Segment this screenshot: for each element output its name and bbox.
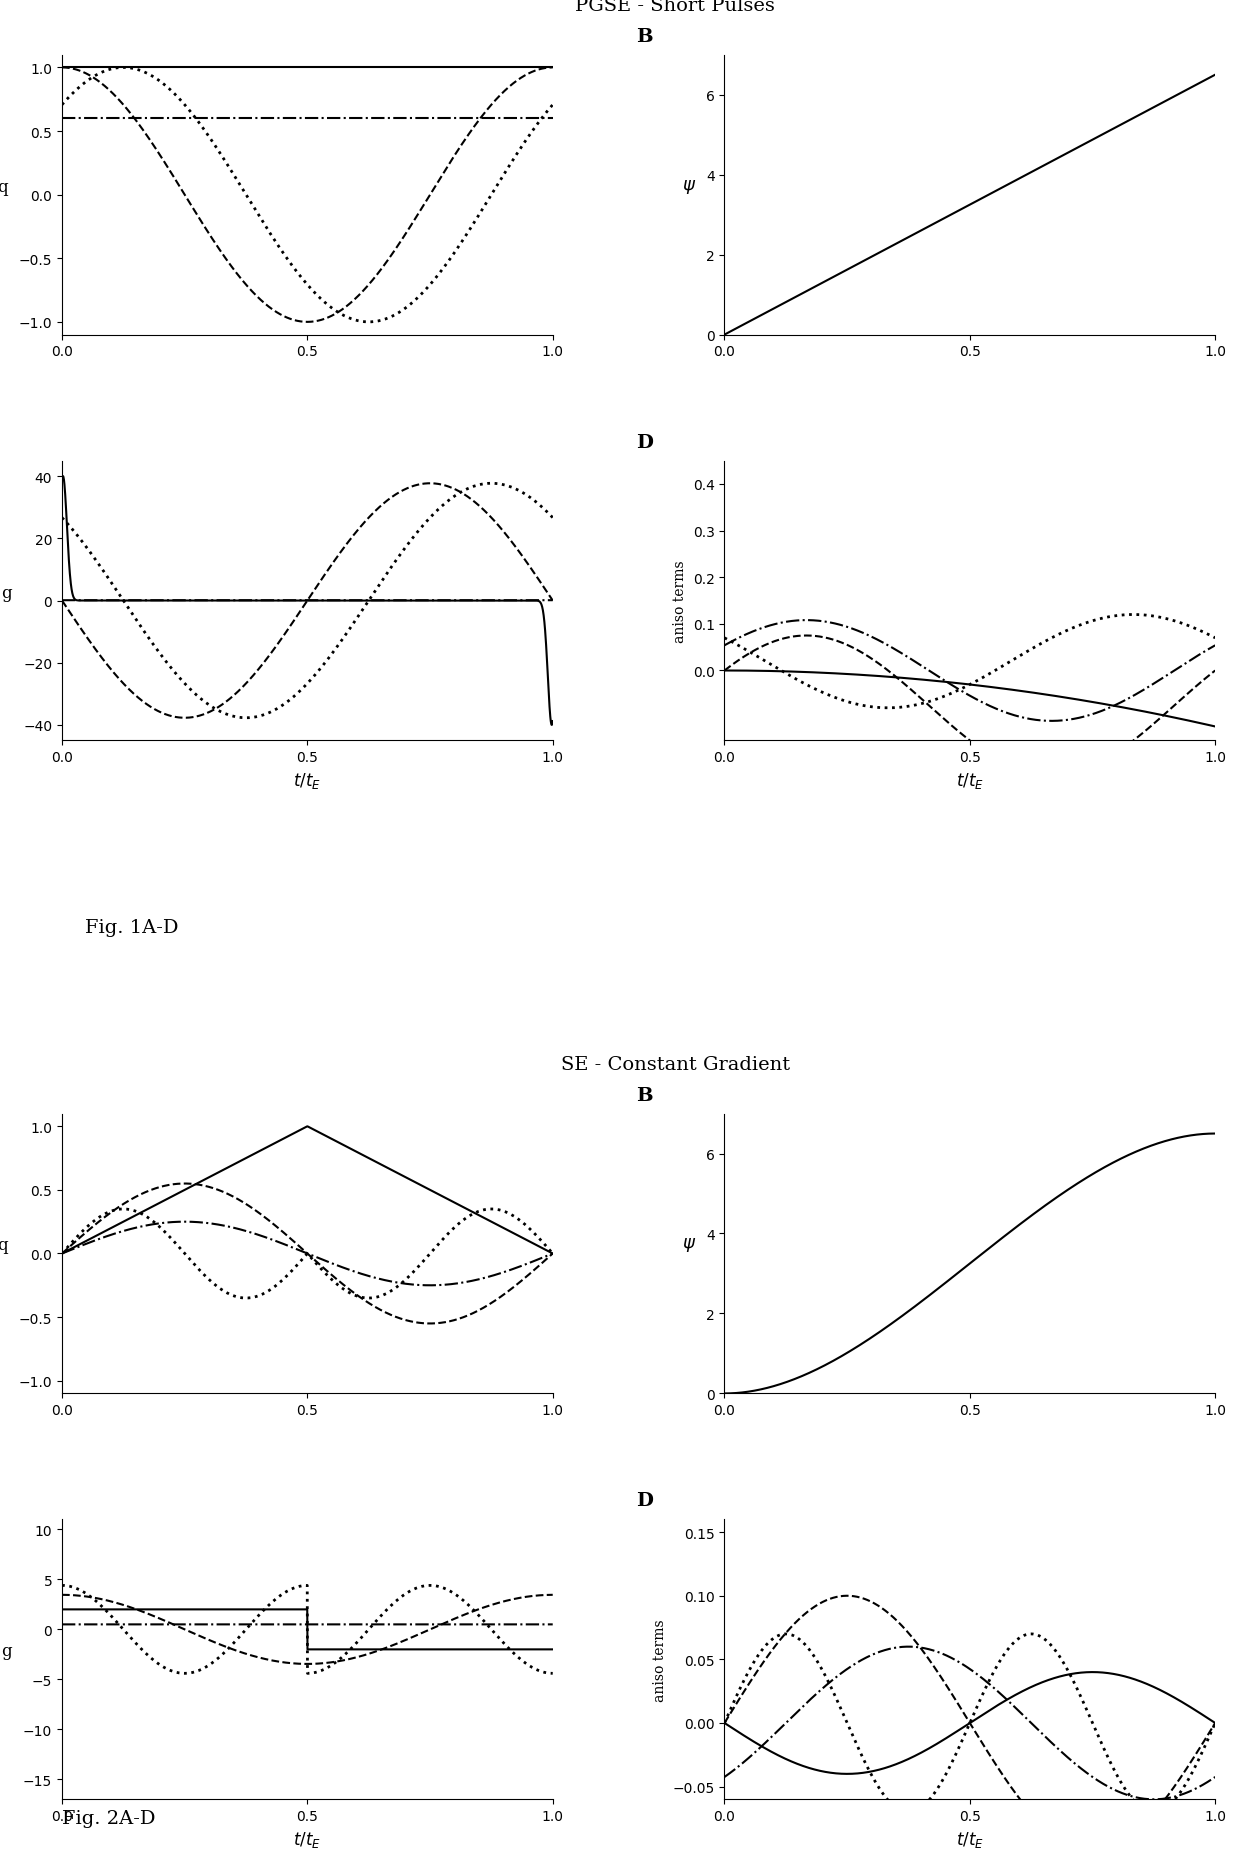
X-axis label: $t/t_E$: $t/t_E$ bbox=[956, 1829, 983, 1849]
Text: Fig. 2A-D: Fig. 2A-D bbox=[62, 1809, 155, 1827]
X-axis label: $t/t_E$: $t/t_E$ bbox=[294, 770, 321, 790]
Y-axis label: q: q bbox=[0, 178, 7, 195]
Title: SE - Constant Gradient: SE - Constant Gradient bbox=[560, 1055, 790, 1074]
X-axis label: $t/t_E$: $t/t_E$ bbox=[294, 1829, 321, 1849]
Y-axis label: aniso terms: aniso terms bbox=[673, 560, 687, 642]
Y-axis label: $\psi$: $\psi$ bbox=[682, 1235, 697, 1254]
Text: B: B bbox=[636, 28, 652, 46]
Y-axis label: g: g bbox=[1, 1642, 11, 1660]
Text: D: D bbox=[636, 434, 653, 451]
Y-axis label: aniso terms: aniso terms bbox=[653, 1618, 667, 1701]
X-axis label: $t/t_E$: $t/t_E$ bbox=[956, 770, 983, 790]
Text: D: D bbox=[636, 1491, 653, 1510]
Text: Fig. 1A-D: Fig. 1A-D bbox=[86, 918, 179, 937]
Y-axis label: g: g bbox=[1, 584, 12, 601]
Y-axis label: $\psi$: $\psi$ bbox=[682, 178, 697, 195]
Title: PGSE - Short Pulses: PGSE - Short Pulses bbox=[575, 0, 775, 15]
Text: B: B bbox=[636, 1085, 652, 1104]
Y-axis label: q: q bbox=[0, 1237, 7, 1254]
